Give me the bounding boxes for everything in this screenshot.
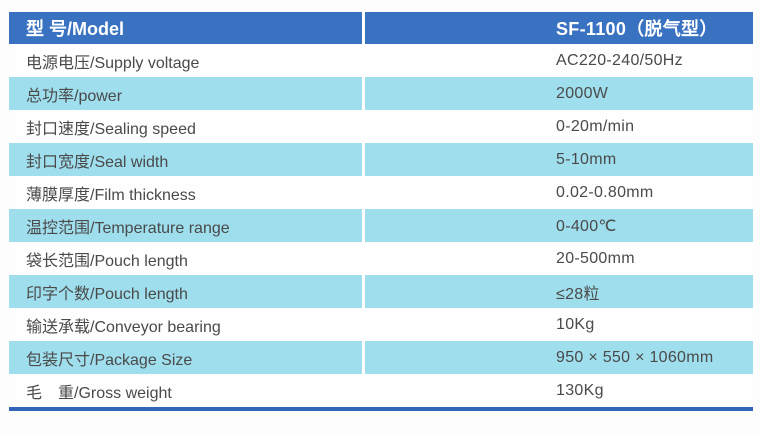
spec-row-power: 总功率/power 2000W	[9, 77, 753, 110]
spec-row-print-count: 印字个数/Pouch length ≤28粒	[9, 275, 753, 308]
spec-row-sealing-speed: 封口速度/Sealing speed 0-20m/min	[9, 110, 753, 143]
spec-label: 印字个数/Pouch length	[26, 285, 188, 303]
spec-label: 电源电压/Supply voltage	[26, 54, 200, 72]
spec-value: 10Kg	[362, 308, 753, 341]
spec-value: AC220-240/50Hz	[362, 44, 753, 77]
spec-value: 5-10mm	[362, 143, 753, 176]
model-header-value: SF-1100（脱气型）	[362, 12, 753, 44]
spec-row-film-thickness: 薄膜厚度/Film thickness 0.02-0.80mm	[9, 176, 753, 209]
spec-row-package-size: 包装尺寸/Package Size 950 × 550 × 1060mm	[9, 341, 753, 374]
model-header-label: 型 号/Model	[26, 19, 124, 39]
spec-label: 袋长范围/Pouch length	[26, 252, 188, 270]
spec-value: 0-20m/min	[362, 110, 753, 143]
spec-row-gross-weight: 毛 重/Gross weight 130Kg	[9, 374, 753, 407]
spec-rows: 电源电压/Supply voltage AC220-240/50Hz 总功率/p…	[9, 44, 753, 407]
spec-table: 型 号/Model SF-1100（脱气型） 电源电压/Supply volta…	[9, 12, 753, 411]
spec-label: 封口宽度/Seal width	[26, 153, 169, 171]
spec-row-pouch-length: 袋长范围/Pouch length 20-500mm	[9, 242, 753, 275]
spec-label: 温控范围/Temperature range	[26, 219, 230, 237]
spec-label: 总功率/power	[26, 87, 123, 105]
spec-label: 毛 重/Gross weight	[26, 384, 172, 402]
spec-row-seal-width: 封口宽度/Seal width 5-10mm	[9, 143, 753, 176]
spec-value: 950 × 550 × 1060mm	[362, 341, 753, 374]
spec-label: 输送承载/Conveyor bearing	[26, 318, 221, 336]
spec-row-temperature-range: 温控范围/Temperature range 0-400℃	[9, 209, 753, 242]
table-header-row: 型 号/Model SF-1100（脱气型）	[9, 12, 753, 44]
spec-row-supply-voltage: 电源电压/Supply voltage AC220-240/50Hz	[9, 44, 753, 77]
spec-label: 包装尺寸/Package Size	[26, 351, 193, 369]
spec-value: 20-500mm	[362, 242, 753, 275]
spec-value: 0-400℃	[362, 209, 753, 242]
spec-label: 封口速度/Sealing speed	[26, 120, 196, 138]
spec-row-conveyor-bearing: 输送承载/Conveyor bearing 10Kg	[9, 308, 753, 341]
spec-value: 2000W	[362, 77, 753, 110]
spec-value: 130Kg	[362, 374, 753, 407]
spec-value: ≤28粒	[362, 275, 753, 308]
spec-label: 薄膜厚度/Film thickness	[26, 186, 196, 204]
spec-value: 0.02-0.80mm	[362, 176, 753, 209]
